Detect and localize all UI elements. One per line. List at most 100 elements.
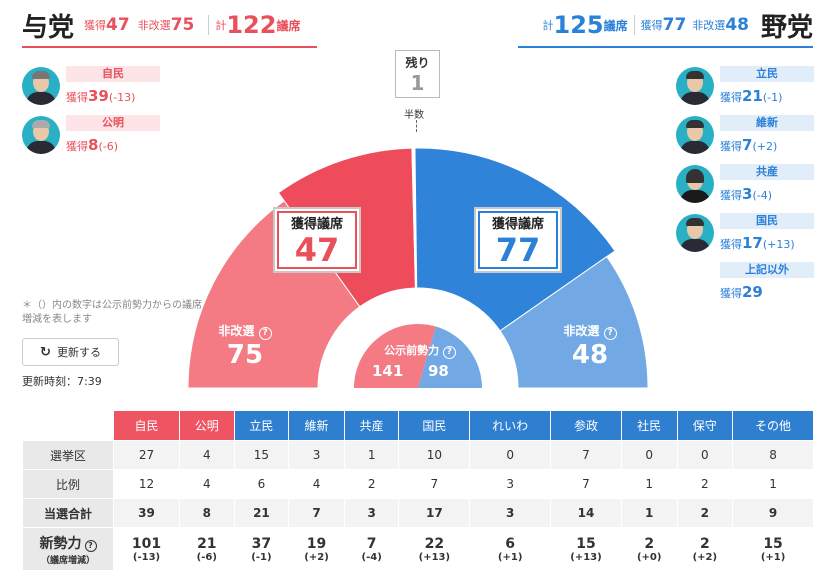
table-cell: 7 xyxy=(550,469,622,499)
party-card-jimin[interactable]: 自民 獲得39(-13) xyxy=(22,66,160,105)
help-icon[interactable]: ? xyxy=(603,327,617,340)
final-sub-label: （議席増減） xyxy=(40,555,95,566)
gain-diff: (-4) xyxy=(752,189,772,202)
table-cell: 1 xyxy=(620,469,678,499)
gain-value: 17 xyxy=(742,234,763,252)
avatar xyxy=(676,213,714,252)
table-cell: 4 xyxy=(179,469,235,499)
ruling-nonup-label: 非改選 xyxy=(218,324,255,338)
table-cell: 39 xyxy=(113,498,180,528)
gain-diff: (+2) xyxy=(752,140,778,153)
table-cell: 12 xyxy=(113,469,180,499)
final-diff: (+2) xyxy=(692,551,718,563)
row-label: 選挙区 xyxy=(22,440,114,470)
final-diff: (+1) xyxy=(760,551,786,563)
table-cell: 1 xyxy=(732,469,814,499)
gain-label: 獲得 xyxy=(720,189,742,202)
table-cell: 2 xyxy=(676,469,734,499)
refresh-button[interactable]: ↻ 更新する xyxy=(22,338,119,366)
party-column-header: 維新 xyxy=(288,410,345,441)
table-cell: 7 (-4) xyxy=(343,527,400,571)
ruling-title: 与党 xyxy=(22,12,75,43)
help-icon[interactable]: ? xyxy=(442,346,456,359)
final-diff: (+0) xyxy=(636,551,662,563)
table-row-final: 新勢力? （議席増減） 101 (-13) 21 (-6) 37 (-1) 19 (+2) 7 (-4… xyxy=(22,527,814,571)
final-value: 2 xyxy=(644,535,655,552)
party-card-komei[interactable]: 公明 獲得8(-6) xyxy=(22,115,160,154)
final-diff: (+13) xyxy=(418,551,451,563)
opp-gained-value: 77 xyxy=(662,15,687,35)
table-cell: 8 xyxy=(732,440,814,470)
party-column-header: 自民 xyxy=(113,410,180,441)
party-name: 上記以外 xyxy=(720,262,814,278)
table-cell: 4 xyxy=(179,440,235,470)
ruling-total-value: 122 xyxy=(226,11,277,39)
half-line xyxy=(416,120,417,132)
final-diff: (-13) xyxy=(132,551,161,563)
gain-label: 獲得 xyxy=(720,238,742,251)
party-card-kokumin[interactable]: 国民 獲得17(+13) xyxy=(676,213,814,252)
table-cell: 37 (-1) xyxy=(233,527,290,571)
table-cell: 3 xyxy=(469,469,552,499)
refresh-icon: ↻ xyxy=(40,344,51,360)
party-name: 国民 xyxy=(720,213,814,229)
table-cell: 3 xyxy=(288,440,345,470)
help-icon[interactable]: ? xyxy=(84,539,97,552)
gain-value: 21 xyxy=(742,87,763,105)
opp-title: 野党 xyxy=(760,12,813,43)
table-cell: 0 xyxy=(676,440,734,470)
opp-nonup-label: 非改選 xyxy=(692,19,726,32)
opposition-header: 計 125 議席 獲得 77 非改選 48 野党 xyxy=(518,4,813,48)
gain-label: 獲得 xyxy=(66,140,88,153)
party-card-kyosan[interactable]: 共産 獲得3(-4) xyxy=(676,164,814,203)
party-name: 維新 xyxy=(720,115,814,131)
pre-election-label: 公示前勢力 ? xyxy=(370,342,470,359)
pre-ruling-value: 141 xyxy=(372,362,404,380)
final-value: 19 xyxy=(306,535,327,552)
table-cell: 2 xyxy=(676,498,734,528)
table-cell: 3 xyxy=(343,498,400,528)
opp-nonup-value: 48 xyxy=(571,340,609,370)
party-card-ishin[interactable]: 維新 獲得7(+2) xyxy=(676,115,814,154)
table-cell: 10 xyxy=(398,440,471,470)
ruling-gain-value: 47 xyxy=(294,231,340,269)
ruling-gain-label: 獲得議席 xyxy=(290,217,343,232)
table-cell: 3 xyxy=(469,498,552,528)
gain-value: 7 xyxy=(742,136,753,154)
gain-value: 29 xyxy=(742,283,763,301)
final-diff: (+1) xyxy=(497,551,523,563)
opp-gain-label: 獲得議席 xyxy=(491,217,544,232)
help-icon[interactable]: ? xyxy=(258,327,272,340)
ruling-nonup-value: 75 xyxy=(226,340,264,370)
gain-value: 39 xyxy=(88,87,109,105)
party-name: 立民 xyxy=(720,66,814,82)
party-name: 自民 xyxy=(66,66,160,82)
avatar xyxy=(676,164,714,203)
party-card-rikken[interactable]: 立民 獲得21(-1) xyxy=(676,66,814,105)
row-label: 新勢力? （議席増減） xyxy=(22,527,114,571)
party-column-header: 公明 xyxy=(179,410,235,441)
table-cell: 9 xyxy=(732,498,814,528)
update-time: 更新時刻：7:39 xyxy=(22,375,102,388)
party-column-header: 保守 xyxy=(676,410,734,441)
table-cell: 7 xyxy=(398,469,471,499)
final-value: 15 xyxy=(576,535,596,552)
party-card-others[interactable]: 上記以外 獲得29 xyxy=(676,262,814,301)
table-corner xyxy=(22,410,114,441)
avatar xyxy=(22,115,60,154)
half-label: 半数 xyxy=(404,110,424,121)
table-cell: 15 (+1) xyxy=(732,527,814,571)
party-name: 共産 xyxy=(720,164,814,180)
opp-nonup-arc xyxy=(499,255,649,389)
remaining-box: 残り 1 xyxy=(395,50,440,98)
gain-diff: (+13) xyxy=(762,238,795,251)
avatar xyxy=(676,66,714,105)
final-value: 2 xyxy=(699,535,710,552)
divider xyxy=(633,15,635,35)
avatar xyxy=(676,115,714,154)
final-diff: (-1) xyxy=(251,551,272,563)
gain-label: 獲得 xyxy=(66,91,88,104)
final-value: 7 xyxy=(366,535,377,552)
table-cell: 2 xyxy=(343,469,400,499)
table-cell: 6 (+1) xyxy=(469,527,552,571)
